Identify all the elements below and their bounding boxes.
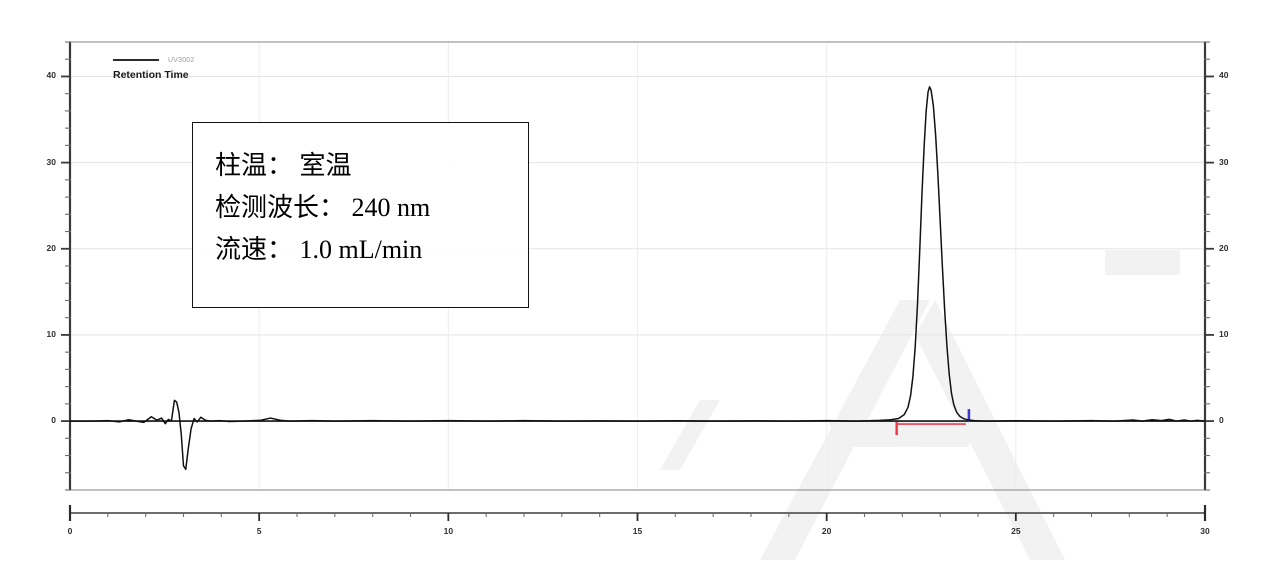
y-axis-right: [1203, 41, 1214, 491]
legend-row: UV3002: [113, 54, 195, 66]
y-axis-left-tick-label: 0: [51, 415, 56, 426]
x-axis-tick-label: 20: [821, 526, 832, 536]
x-axis-tick-label: 5: [256, 526, 262, 536]
x-axis-tick-label: 30: [1200, 526, 1210, 536]
y-axis-left-tick-label: 20: [46, 242, 56, 253]
detection-wavelength-line: 检测波长： 240 nm: [215, 193, 431, 223]
legend-title: Retention Time: [113, 69, 189, 81]
legend-channel-label: UV3002: [168, 56, 195, 64]
y-axis-right-tick-label: 40: [1219, 70, 1229, 81]
y-axis-right-tick-label: 0: [1219, 415, 1224, 426]
y-axis-left: [61, 41, 72, 491]
x-axis-tick-label: 25: [1011, 526, 1021, 536]
flow-rate-line: 流速： 1.0 mL/min: [215, 235, 423, 265]
x-axis-tick-label: 0: [67, 526, 73, 536]
y-axis-left-tick-label: 30: [46, 156, 56, 167]
column-temperature-line: 柱温： 室温: [215, 151, 352, 180]
y-axis-left-tick-label: 40: [46, 70, 56, 81]
method-parameters-box: 柱温： 室温 检测波长： 240 nm 流速： 1.0 mL/min: [192, 122, 529, 308]
x-axis-tick-label: 15: [632, 526, 643, 536]
y-axis-right-tick-label: 20: [1219, 242, 1229, 253]
y-axis-right-tick-label: 30: [1219, 156, 1229, 167]
legend: UV3002 Retention Time: [113, 54, 195, 81]
legend-line-swatch: [113, 59, 159, 61]
x-axis: [68, 505, 1207, 521]
y-axis-left-tick-label: 10: [46, 328, 56, 339]
x-axis-tick-label: 10: [443, 526, 454, 536]
y-axis-right-tick-label: 10: [1219, 328, 1229, 339]
